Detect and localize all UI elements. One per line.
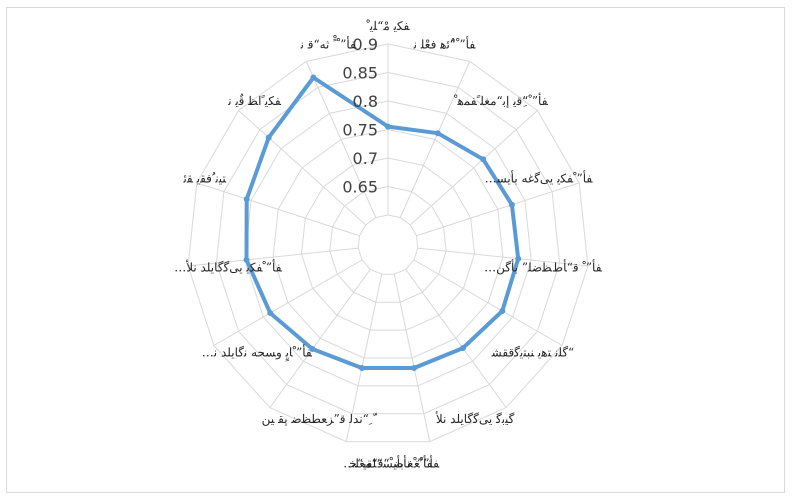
spoke-4 bbox=[417, 247, 588, 267]
spoke-10 bbox=[213, 259, 363, 346]
data-point-7 bbox=[411, 365, 418, 371]
spoke-3 bbox=[416, 182, 580, 237]
category-label-1: ﻔﺄ” ْ“ُﺋﻫ ﻓﻌْﻠ ﻧ bbox=[413, 36, 477, 52]
spoke-11 bbox=[188, 247, 359, 267]
tick-label-0: 0.65 bbox=[342, 178, 378, 197]
data-point-10 bbox=[267, 310, 274, 316]
data-point-8 bbox=[358, 365, 365, 371]
grid-layer bbox=[187, 43, 589, 443]
data-point-14 bbox=[310, 74, 317, 81]
chart-frame: 0.65 0.7 0.75 0.8 0.85 0.9 ﻔﻜﻳ ﻣْ“ﻠﻳ ْ ﻔﺄ” ْ“ُ… bbox=[6, 7, 785, 493]
grid-ring-3 bbox=[272, 128, 504, 359]
category-label-layer: ﻔﻜﻳ ﻣْ“ﻠﻳ ْﻔﺄ” ْ“ُﺋﻫ ﻓﻌْﻠ ﻧ ﻔﺄ” ْ“ِﻗﻳ ﺇﺑ“… bbox=[174, 19, 603, 470]
data-point-11 bbox=[243, 256, 250, 263]
category-label-4: ﻔﺄ” ْ ﻗ“ﺄﻁﻈﺿﻠ” ﺑﺄﮔﻦ… bbox=[484, 259, 603, 275]
data-point-0 bbox=[385, 123, 391, 130]
category-label-11: ﻔﺄ” ْﻔﻜﻳ ﻳﻰﮔﮔﺎﻳﻠﺪ ﻧﻠﺄ… bbox=[174, 259, 283, 275]
data-point-13 bbox=[265, 134, 272, 141]
tick-label-1: 0.7 bbox=[353, 149, 378, 168]
data-point-6 bbox=[459, 345, 466, 352]
data-point-4 bbox=[515, 255, 522, 262]
spoke-6 bbox=[405, 268, 507, 408]
category-label-7: ﻔﺄ” ْﻐ ﺑﺄﻳﺴ“ﻠﻘﻳ“ﺨ bbox=[348, 454, 433, 470]
category-label-8: ﻔﺄ” ْﻐ ﻧﺄﺿ ْ“ﻗ“ﻣﻐﻠ… bbox=[343, 454, 440, 470]
grid-ring-4 bbox=[244, 100, 532, 387]
series-line-0 bbox=[244, 75, 521, 370]
spoke-13 bbox=[238, 110, 367, 226]
spoke-5 bbox=[413, 259, 563, 346]
spoke-8 bbox=[345, 274, 383, 442]
tick-label-2: 0.75 bbox=[342, 121, 378, 140]
tick-label-layer: 0.65 0.7 0.75 0.8 0.85 0.9 bbox=[342, 35, 378, 197]
spoke-7 bbox=[393, 274, 431, 442]
grid-ring-1 bbox=[329, 185, 447, 303]
category-label-12: ﺘﻴﻧ ُﻓﻘﻳ ﻘﺋ bbox=[183, 172, 227, 186]
spoke-9 bbox=[269, 268, 371, 408]
grid-ring-2 bbox=[300, 157, 476, 331]
category-label-13: ﻔﻜﻳ ًﺍﻈ ﻗٌﻳ ﻧ bbox=[227, 93, 282, 108]
spoke-14 bbox=[305, 61, 377, 218]
tick-label-5: 0.9 bbox=[353, 35, 378, 54]
category-label-3: ﻔﺄ” ْﻔﻜﻳ ﻳﻰﮔﻏﻪ ﺑﺄﻳﺴ… bbox=[485, 170, 594, 186]
tick-label-3: 0.8 bbox=[353, 92, 378, 111]
data-point-9 bbox=[309, 346, 316, 352]
data-point-12 bbox=[243, 196, 250, 203]
grid-ring-0 bbox=[357, 214, 419, 275]
data-point-3 bbox=[508, 201, 515, 208]
radar-chart: 0.65 0.7 0.75 0.8 0.85 0.9 ﻔﻜﻳ ﻣْ“ﻠﻳ ْﻔﺄ” ْ“ُ… bbox=[174, 19, 603, 470]
data-point-5 bbox=[499, 308, 506, 314]
category-label-6: ﮔﻴﺑﮔ ﻳﻰﮔﮔﺎﻳﻠﺪ ﻧﻠﺄ bbox=[435, 411, 515, 426]
category-label-10: ﻔﺄ” ْﺎﻳٍ ﻭﺴﺤﻪ ﻧﮔﺎﻳﻠﺪ ﻧ… bbox=[202, 344, 313, 362]
data-point-1 bbox=[434, 130, 441, 137]
category-label-9: ّ ِ“ﻧﺪﻟ ﻗ”ﺰﻌﻄﻈﺿ ﭘﻘ ﻴﻦ bbox=[262, 412, 378, 426]
grid-ring-5 bbox=[215, 71, 561, 415]
series-layer bbox=[243, 74, 522, 371]
category-label-0: ﻔﻜﻳ ﻣْ“ﻠﻳ ْ bbox=[366, 19, 410, 33]
category-label-5: “ﮔﻠﻧ ﺘﻫﻳ ﻨﺒﺘﻳﮔﻗﻘﺸ bbox=[491, 346, 575, 360]
category-label-2: ﻔﺄ” ْ“ِﻗﻳ ﺇﺑ“ﻣﻐﻠ ًﻔﻤﻫ ْ bbox=[454, 92, 549, 109]
category-label-14: ﻔﺄ” ْ ًْ ﺛﻪ“ﻗ ﻧ bbox=[300, 35, 357, 52]
tick-label-4: 0.85 bbox=[342, 64, 378, 83]
data-point-2 bbox=[480, 156, 487, 163]
spoke-1 bbox=[399, 61, 471, 218]
spoke-12 bbox=[196, 182, 360, 237]
spoke-2 bbox=[409, 110, 538, 226]
grid-ring-6 bbox=[187, 43, 589, 443]
